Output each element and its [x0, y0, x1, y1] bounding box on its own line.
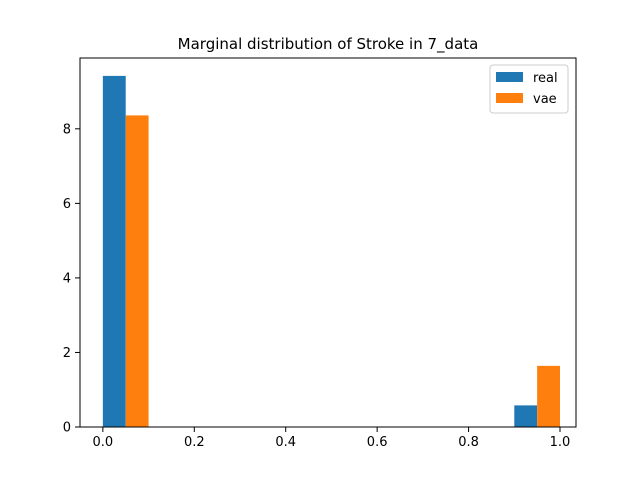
bar-vae-bin-0 [125, 115, 149, 428]
legend-label-real: real [533, 71, 558, 86]
x-tick-label: 1.0 [550, 435, 571, 450]
legend-swatch-real [496, 72, 523, 82]
y-tick-label: 8 [63, 122, 71, 137]
x-tick-label: 0.2 [184, 435, 205, 450]
legend-swatch-vae [496, 93, 523, 103]
chart-title: Marginal distribution of Stroke in 7_dat… [178, 35, 479, 54]
bar-real-bin-1 [514, 405, 538, 427]
y-tick-label: 6 [63, 197, 71, 212]
bars-group [102, 75, 560, 428]
legend-label-vae: vae [533, 92, 557, 107]
y-axis: 0 2 4 6 8 [63, 122, 80, 436]
bar-vae-bin-1 [537, 365, 560, 427]
x-tick-label: 0.0 [93, 435, 114, 450]
y-tick-label: 0 [63, 421, 71, 436]
x-tick-label: 0.6 [367, 435, 388, 450]
y-tick-label: 4 [63, 271, 71, 286]
x-axis: 0.0 0.2 0.4 0.6 0.8 1.0 [93, 427, 571, 450]
y-tick-label: 2 [63, 346, 71, 361]
legend: real vae [489, 64, 569, 114]
x-tick-label: 0.4 [275, 435, 296, 450]
plot-frame [79, 57, 577, 428]
bar-real-bin-0 [102, 75, 126, 428]
x-tick-label: 0.8 [458, 435, 479, 450]
